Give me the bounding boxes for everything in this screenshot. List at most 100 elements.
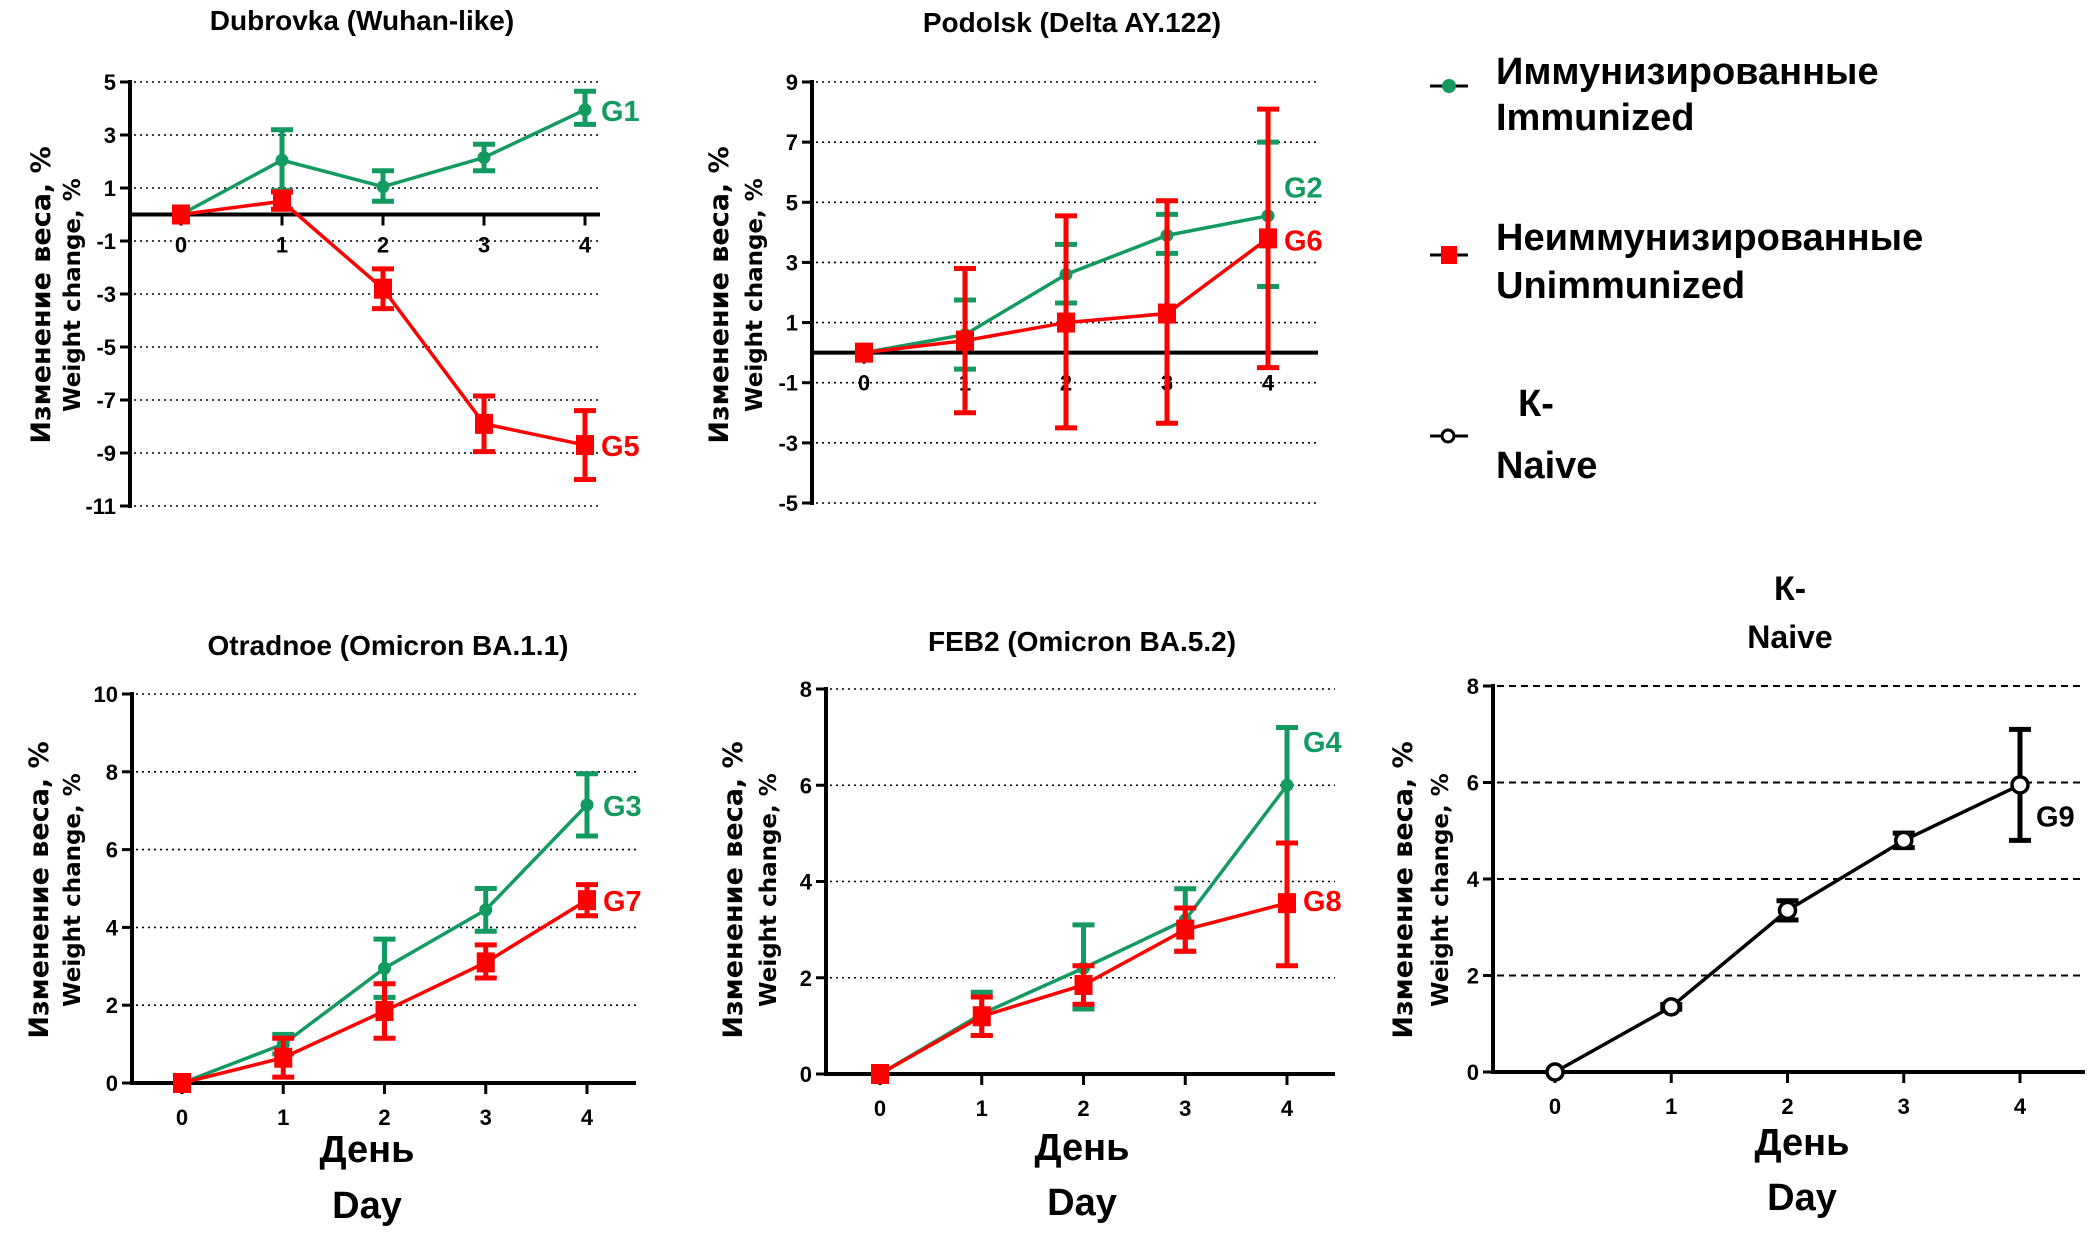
y-axis-label-feb2: Изменение веса, % Weight change, % <box>718 741 782 1038</box>
data-point <box>173 1073 191 1093</box>
x-tick-label: 2 <box>377 233 389 258</box>
legend-item-naive: К- Naive <box>1430 383 1597 487</box>
legend: Иммунизированные Immunized Неиммунизиров… <box>1430 51 1923 487</box>
legend-marker-naive-icon <box>1440 428 1456 444</box>
series-G7: G7 <box>173 882 642 1093</box>
data-point <box>475 413 493 434</box>
y-tick-label: -11 <box>85 494 116 519</box>
y-tick-label: 7 <box>786 130 798 155</box>
data-point <box>956 330 974 351</box>
data-point <box>273 191 291 212</box>
data-point <box>578 103 592 117</box>
series-label: G1 <box>601 96 640 128</box>
y-tick-label: 8 <box>1467 674 1479 699</box>
y-axis-label-ru: Изменение веса, % <box>1388 741 1419 1038</box>
series-label: G3 <box>603 791 642 823</box>
y-tick-label: 5 <box>104 70 116 95</box>
y-tick-label: -1 <box>778 371 798 396</box>
y-axis-label-en: Weight change, % <box>742 178 768 412</box>
chart-title-podolsk: Podolsk (Delta AY.122) <box>923 7 1221 38</box>
x-tick-label: 0 <box>175 233 187 258</box>
y-tick-label: 0 <box>106 1071 118 1096</box>
data-point <box>1074 974 1093 995</box>
x-axis-label-en-otradnoe: Day <box>332 1185 402 1227</box>
x-tick-label: 2 <box>1077 1096 1089 1121</box>
data-point <box>1176 919 1195 940</box>
chart-feb2: 8 6 4 2 0 0 1 2 3 4 G4 G8 <box>800 677 1342 1121</box>
series-G4: G4 <box>873 725 1342 1081</box>
y-tick-label: 6 <box>1467 771 1479 796</box>
x-tick-label: 2 <box>1781 1094 1793 1119</box>
y-tick-label: -5 <box>96 335 116 360</box>
y-tick-label: 3 <box>786 250 798 275</box>
x-tick-label: 3 <box>480 1105 492 1130</box>
legend-label-en: Naive <box>1496 445 1597 487</box>
y-tick-label: -3 <box>96 282 116 307</box>
data-point <box>375 1001 394 1022</box>
y-tick-label: 6 <box>106 838 118 863</box>
y-tick-label: -5 <box>778 491 798 516</box>
series-label: G8 <box>1303 886 1342 918</box>
y-tick-label: -3 <box>778 431 798 456</box>
y-axis-label-en: Weight change, % <box>60 178 86 412</box>
legend-marker-immunized-icon <box>1442 79 1456 93</box>
chart-title-feb2: FEB2 (Omicron BA.5.2) <box>928 626 1236 657</box>
data-point <box>1894 830 1914 851</box>
series-label: G9 <box>2036 801 2075 833</box>
series-G8: G8 <box>871 840 1342 1084</box>
y-axis-label-en: Weight change, % <box>1428 773 1454 1007</box>
chart-subtitle-naive: Naive <box>1747 619 1832 655</box>
data-point <box>972 1006 991 1027</box>
chart-title-naive: К- <box>1774 570 1806 608</box>
x-tick-label: 0 <box>176 1105 188 1130</box>
data-point <box>2010 775 2030 795</box>
data-point <box>376 180 390 194</box>
y-tick-label: 0 <box>1467 1060 1479 1085</box>
data-point <box>374 278 392 299</box>
y-tick-label: 8 <box>106 760 118 785</box>
legend-label-ru: Неиммунизированные <box>1496 217 1923 259</box>
chart-otradnoe: 10 8 6 4 2 0 0 1 2 3 4 G3 G7 <box>94 682 642 1130</box>
y-tick-label: 1 <box>786 311 798 336</box>
x-tick-label: 1 <box>277 1105 289 1130</box>
x-axis-label-ru-naive: День <box>1755 1122 1850 1164</box>
data-point <box>1158 303 1176 324</box>
x-tick-label: 4 <box>1262 371 1275 396</box>
x-axis-label-en-naive: Day <box>1767 1177 1837 1219</box>
y-tick-label: 4 <box>800 870 813 895</box>
data-point <box>1280 778 1294 792</box>
data-point <box>172 204 190 225</box>
x-tick-label: 3 <box>1898 1094 1910 1119</box>
data-point <box>580 798 594 812</box>
y-axis-label-podolsk: Изменение веса, % Weight change, % <box>704 146 768 443</box>
series-G9: G9 <box>1545 726 2075 1082</box>
data-point <box>378 961 391 975</box>
legend-label-en: Unimmunized <box>1496 265 1745 307</box>
series-label: G2 <box>1284 172 1323 204</box>
x-tick-label: 4 <box>581 1105 594 1130</box>
series-G6: G6 <box>855 106 1323 431</box>
series-label: G7 <box>603 886 642 918</box>
y-tick-label: 3 <box>104 123 116 148</box>
x-tick-label: 3 <box>1179 1096 1191 1121</box>
y-axis-label-naive: Изменение веса, % Weight change, % <box>1388 741 1454 1038</box>
data-point <box>476 952 495 973</box>
y-tick-label: 9 <box>786 70 798 95</box>
y-tick-label: 5 <box>786 190 798 215</box>
y-axis-label-dubrovka: Изменение веса, % Weight change, % <box>26 146 86 443</box>
legend-item-immunized: Иммунизированные Immunized <box>1430 51 1879 139</box>
series-G2: G2 <box>857 139 1323 372</box>
series-label: G6 <box>1284 225 1323 257</box>
series-label: G5 <box>601 431 640 463</box>
x-axis-label-ru-otradnoe: День <box>320 1129 415 1171</box>
data-point <box>477 151 491 165</box>
data-point <box>576 435 594 456</box>
legend-label-ru: Иммунизированные <box>1496 51 1879 93</box>
y-tick-label: -9 <box>96 441 116 466</box>
legend-label-ru: К- <box>1518 383 1554 425</box>
x-tick-label: 0 <box>1549 1094 1561 1119</box>
chart-naive: 8 6 4 2 0 0 1 2 3 4 G9 <box>1467 674 2085 1119</box>
y-tick-label: 6 <box>800 773 812 798</box>
data-point <box>1278 893 1296 914</box>
y-axis-label-ru: Изменение веса, % <box>704 146 735 443</box>
